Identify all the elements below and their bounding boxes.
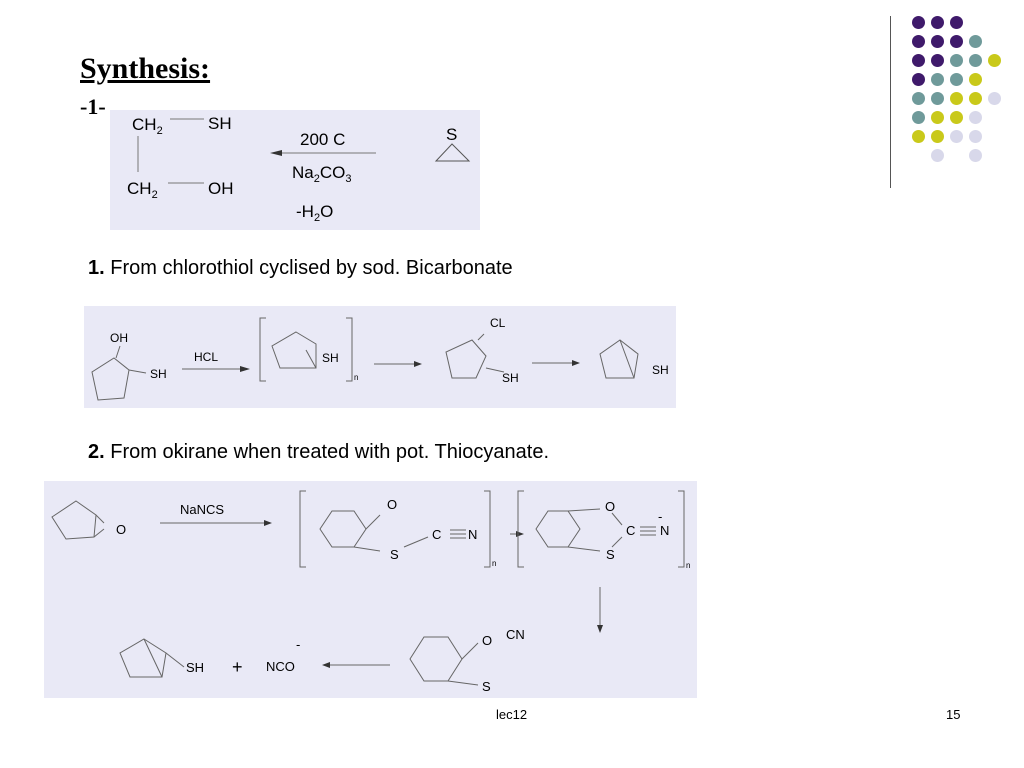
epoxide-o-label: O — [116, 522, 126, 537]
divider-line — [890, 16, 891, 188]
decorative-dot — [912, 35, 925, 48]
section-2-heading: 2. From okirane when treated with pot. T… — [88, 441, 549, 463]
decorative-dot — [969, 92, 982, 105]
decorative-dot — [969, 54, 982, 67]
sh-label-4: SH — [652, 363, 669, 377]
step-number: -1- — [80, 94, 106, 119]
decorative-dot — [969, 130, 982, 143]
sh-label: SH — [208, 114, 232, 133]
section-1-heading: 1. From chlorothiol cyclised by sod. Bic… — [88, 257, 513, 279]
sh-label-2: SH — [322, 351, 339, 365]
decorative-dot — [950, 130, 963, 143]
decorative-dot — [931, 130, 944, 143]
n-label-1: N — [468, 527, 477, 542]
decorative-dot — [912, 54, 925, 67]
water-loss-label: -H2O — [296, 202, 333, 224]
o-label-3: O — [605, 499, 615, 514]
n-label-2: N — [660, 523, 669, 538]
decorative-dot — [950, 54, 963, 67]
decorative-dot — [931, 16, 944, 29]
reaction-2-diagram: OH SH HCL SH n CL SH SH — [91, 316, 669, 401]
decorative-dot — [969, 35, 982, 48]
sh-label-3: SH — [502, 371, 519, 385]
decorative-dot — [950, 111, 963, 124]
footer-lecture: lec12 — [496, 707, 528, 722]
ch2-bottom-label: CH2 — [127, 179, 158, 201]
page-number: 15 — [946, 707, 961, 722]
c-label-2: C — [626, 523, 635, 538]
decorative-dot — [969, 111, 982, 124]
minus-label: - — [658, 509, 662, 524]
n-subscript: n — [354, 373, 358, 382]
decorative-dot — [931, 149, 944, 162]
cl-label: CL — [490, 316, 506, 330]
n-subscript-2: n — [686, 561, 690, 570]
oh-label: OH — [110, 331, 128, 345]
c-label-1: C — [432, 527, 441, 542]
reaction-3-panel: O NaNCS O S C N n O C - N S n — [44, 481, 697, 698]
cn-label: CN — [506, 627, 525, 642]
decorative-dot — [950, 16, 963, 29]
decorative-dot — [931, 92, 944, 105]
hcl-label: HCL — [194, 350, 218, 364]
decorative-dot — [950, 35, 963, 48]
decorative-dot — [912, 92, 925, 105]
decorative-dot — [931, 54, 944, 67]
nancs-label: NaNCS — [180, 502, 224, 517]
o-label-4: O — [482, 633, 492, 648]
reagent-label: Na2CO3 — [292, 163, 351, 185]
decorative-dot — [969, 73, 982, 86]
reaction-1-diagram: CH2 SH CH2 OH 200 C Na2CO3 -H2O S — [127, 114, 471, 224]
s-label-1: S — [390, 547, 399, 562]
oh-label: OH — [208, 179, 234, 198]
decorative-dot — [950, 73, 963, 86]
decorative-dot — [969, 149, 982, 162]
decorative-dot — [912, 73, 925, 86]
decorative-dot — [988, 54, 1001, 67]
plus-sign: + — [232, 657, 243, 677]
o-label-2: O — [387, 497, 397, 512]
nco-label: NCO — [266, 659, 295, 674]
minus-label-2: - — [296, 637, 300, 652]
decorative-dot — [931, 35, 944, 48]
decorative-dot — [950, 92, 963, 105]
decorative-dot — [931, 73, 944, 86]
decorative-dot — [912, 111, 925, 124]
temperature-label: 200 C — [300, 130, 345, 149]
ch2-top-label: CH2 — [132, 115, 163, 137]
s-label-2: S — [606, 547, 615, 562]
slide-title: Synthesis: — [80, 52, 211, 85]
decorative-dot — [912, 130, 925, 143]
sh-label-5: SH — [186, 660, 204, 675]
decorative-dot — [912, 16, 925, 29]
n-subscript-1: n — [492, 559, 496, 568]
thiirane-s-label: S — [446, 125, 457, 144]
decorative-dot — [988, 92, 1001, 105]
reaction-3-diagram: O NaNCS O S C N n O C - N S n — [51, 490, 690, 694]
reaction-1-panel: CH2 SH CH2 OH 200 C Na2CO3 -H2O S — [110, 110, 480, 230]
decorative-dot — [931, 111, 944, 124]
s-label-3: S — [482, 679, 491, 694]
reaction-2-panel: OH SH HCL SH n CL SH SH — [84, 306, 676, 408]
sh-label-1: SH — [150, 367, 167, 381]
